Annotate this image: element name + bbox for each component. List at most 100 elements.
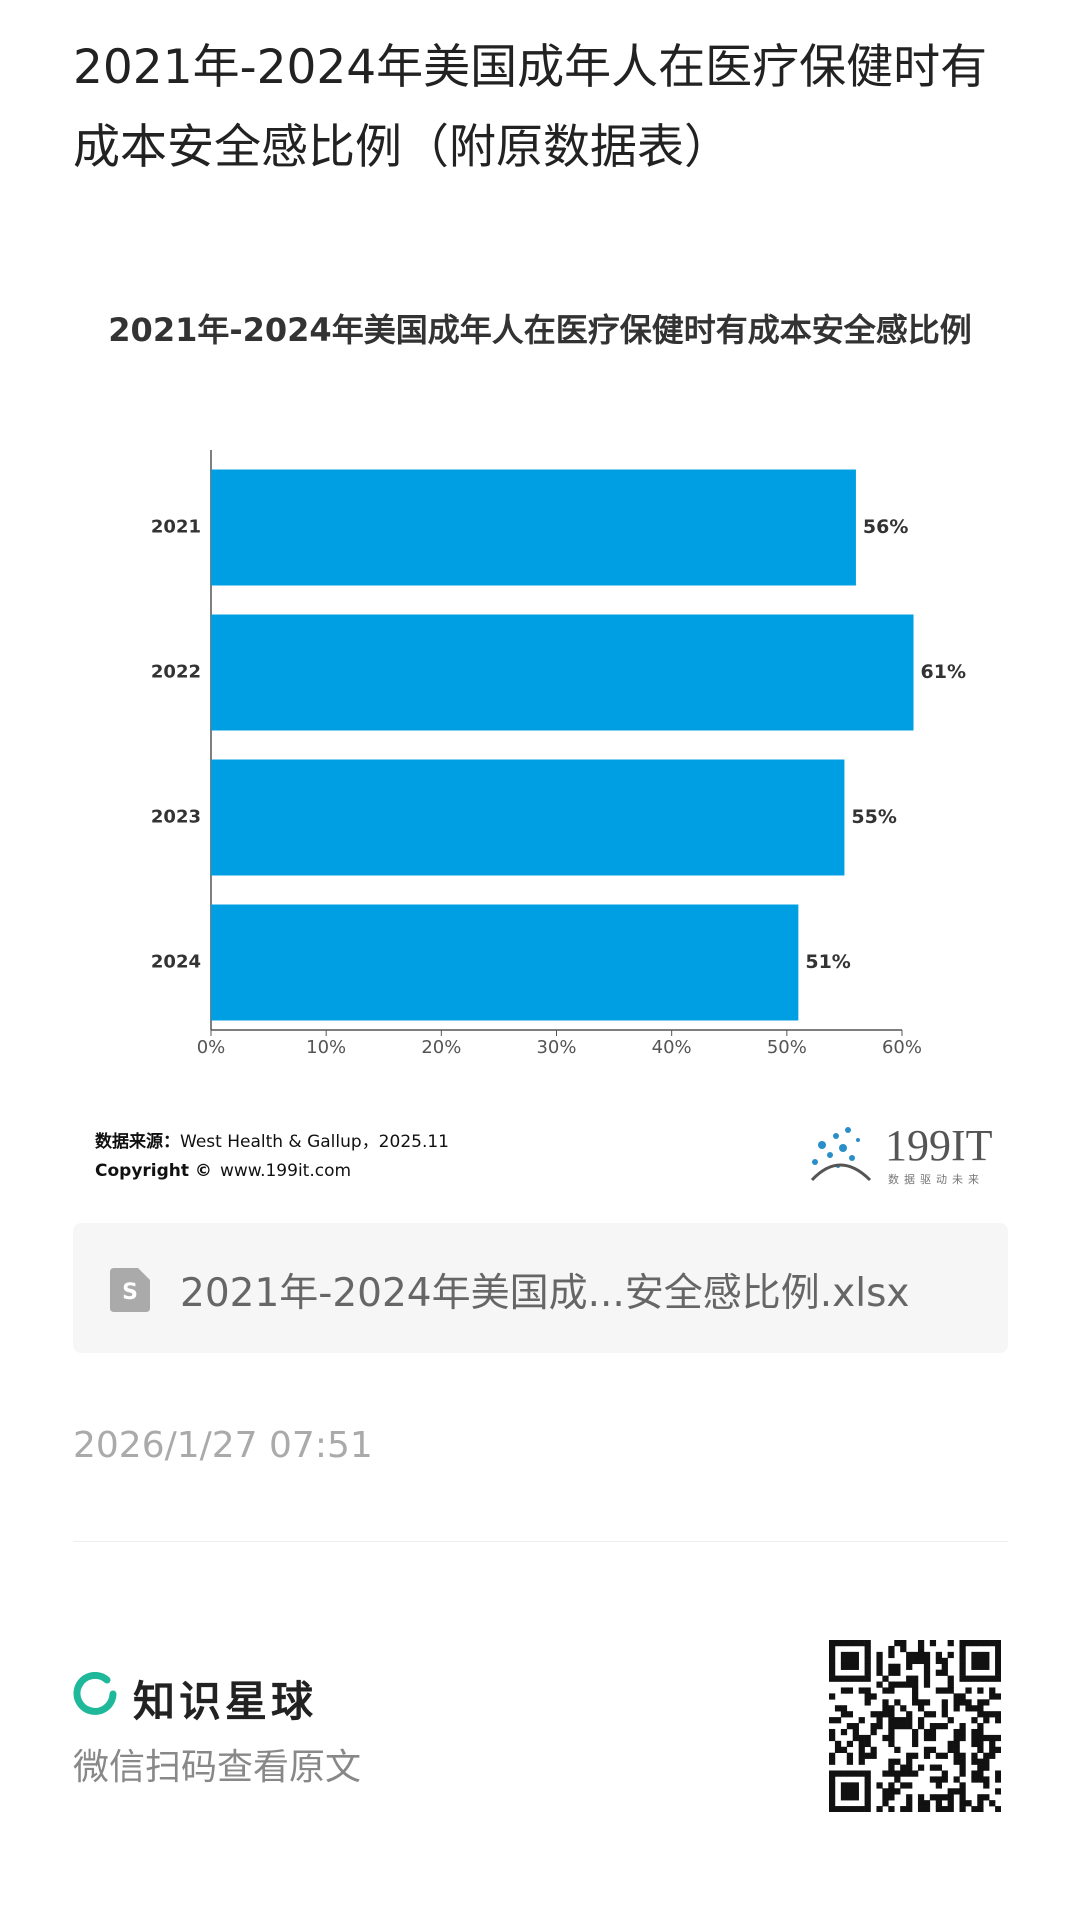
qr-cell (888, 1770, 895, 1777)
qr-cell (941, 1711, 948, 1718)
qr-cell (829, 1669, 836, 1676)
qr-cell (906, 1758, 913, 1765)
qr-cell (864, 1687, 871, 1694)
scan-hint: 微信扫码查看原文 (73, 1747, 362, 1788)
qr-cell (953, 1752, 960, 1759)
y-tick-label: 2021 (151, 517, 201, 538)
qr-cell (995, 1669, 1001, 1676)
qr-cell (983, 1752, 990, 1759)
qr-cell (995, 1776, 1001, 1783)
value-label: 51% (805, 951, 850, 973)
qr-cell (935, 1800, 942, 1807)
qr-cell (852, 1770, 859, 1777)
qr-cell (840, 1770, 848, 1777)
qr-cell (935, 1657, 942, 1665)
qr-cell (923, 1663, 931, 1670)
qr-cell (989, 1711, 996, 1718)
chart: 2021年-2024年美国成年人在医疗保健时有成本安全感比例 数据来源：West… (95, 311, 993, 1186)
qr-cell (846, 1758, 854, 1765)
qr-cell (882, 1705, 889, 1712)
qr-cell (852, 1788, 859, 1795)
qr-cell (929, 1764, 937, 1771)
qr-cell (923, 1699, 931, 1706)
qr-cell (888, 1687, 895, 1694)
qr-cell (864, 1640, 871, 1647)
qr-cell (900, 1645, 907, 1653)
qr-cell (977, 1734, 984, 1742)
qr-cell (941, 1723, 948, 1730)
qr-cell (935, 1651, 942, 1659)
qr-cell (852, 1723, 859, 1730)
qr-cell (846, 1640, 854, 1647)
qr-cell (834, 1740, 842, 1748)
file-card[interactable] (73, 1223, 1008, 1353)
qr-cell (971, 1758, 978, 1765)
qr-cell (977, 1699, 984, 1706)
svg-text:S: S (122, 1280, 138, 1305)
qr-cell (953, 1788, 960, 1795)
qr-cell (900, 1723, 907, 1730)
qr-cell (935, 1723, 942, 1730)
file-name[interactable]: 2021年-2024年美国成...安全感比例.xlsx (180, 1271, 910, 1316)
date: 2026/1/27 07:51 (73, 1425, 373, 1466)
qr-cell (829, 1758, 836, 1765)
qr-cell (977, 1806, 984, 1812)
qr-cell (906, 1663, 913, 1670)
qr-cell (971, 1740, 978, 1748)
x-tick-label: 60% (882, 1037, 922, 1058)
qr-cell (923, 1734, 931, 1742)
qr-cell (840, 1746, 848, 1753)
qr-cell (983, 1711, 990, 1718)
qr-cell (912, 1752, 919, 1759)
source: 数据来源：West Health & Gallup，2025.11 (95, 1131, 449, 1152)
qr-cell (995, 1788, 1001, 1795)
qr-cell (876, 1657, 883, 1665)
qr-cell (971, 1717, 978, 1724)
qr-cell (882, 1711, 889, 1718)
qr-cell (834, 1770, 842, 1777)
qr-cell (906, 1800, 913, 1807)
qr-cell (995, 1675, 1001, 1682)
qr-cell (840, 1806, 848, 1812)
qr-cell (912, 1740, 919, 1748)
qr-cell (947, 1794, 954, 1801)
qr-cell (876, 1806, 883, 1812)
qr-cell (995, 1663, 1001, 1670)
qr-cell (864, 1776, 871, 1783)
qr-cell (983, 1640, 990, 1647)
qr-cell (971, 1657, 978, 1665)
qr-cell (941, 1663, 948, 1670)
qr-cell (864, 1699, 871, 1706)
qr-cell (953, 1693, 960, 1700)
qr-cell (888, 1728, 895, 1736)
qr-cell (888, 1764, 895, 1771)
value-label: 55% (851, 806, 896, 828)
qr-cell (989, 1693, 996, 1700)
qr-cell (917, 1800, 925, 1807)
qr-cell (870, 1693, 877, 1700)
qr-cell (959, 1728, 966, 1736)
qr-cell (840, 1705, 848, 1712)
qr-cell (941, 1752, 948, 1759)
qr-cell (840, 1657, 848, 1665)
qr-cell (989, 1800, 996, 1807)
qr-cell (846, 1782, 854, 1789)
qr-cell (876, 1681, 883, 1688)
qr-cell (935, 1806, 942, 1812)
qr-cell (894, 1788, 901, 1795)
qr-cell (894, 1758, 901, 1765)
qr-cell (995, 1640, 1001, 1647)
qr-cell (894, 1669, 901, 1676)
qr-cell (917, 1651, 925, 1659)
qr-cell (846, 1711, 854, 1718)
copyright-label: Copyright © (95, 1161, 212, 1181)
qr-cell (852, 1663, 859, 1670)
qr-cell (947, 1740, 954, 1748)
qr-cell (829, 1645, 836, 1653)
source-text: West Health & Gallup，2025.11 (180, 1132, 449, 1152)
qr-cell (888, 1734, 895, 1742)
qr-cell (852, 1734, 859, 1742)
qr-cell (846, 1770, 854, 1777)
divider (73, 1541, 1008, 1542)
qr-cell (912, 1728, 919, 1736)
